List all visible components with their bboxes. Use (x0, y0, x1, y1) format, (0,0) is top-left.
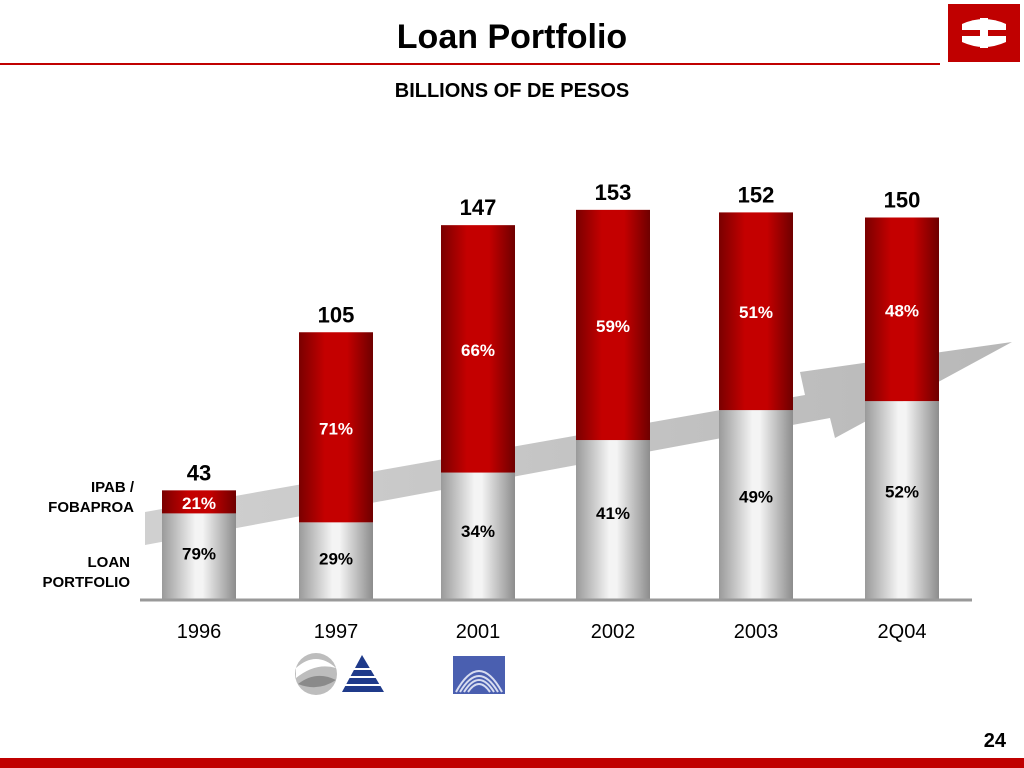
ipab-percent-label-2001: 66% (461, 341, 495, 360)
loan-percent-label-2003: 49% (739, 488, 773, 507)
bar-ipab-fobaproa-2Q04 (865, 217, 939, 402)
x-tick-label-2001: 2001 (456, 621, 501, 643)
title-divider (0, 63, 940, 65)
total-label-2002: 153 (595, 180, 632, 205)
bar-ipab-fobaproa-2002 (576, 209, 650, 441)
bottom-accent-bar (0, 758, 1024, 768)
total-label-2Q04: 150 (884, 188, 921, 213)
legend-loan-label: LOAN PORTFOLIO (6, 553, 131, 593)
slide-title: Loan Portfolio (396, 18, 628, 56)
bank-dome-logo-icon (453, 656, 505, 694)
bar-loan-portfolio-1996 (162, 513, 236, 600)
bar-loan-portfolio-2Q04 (865, 401, 939, 600)
bank-triangle-logo-icon (342, 655, 384, 692)
loan-percent-label-1997: 29% (319, 549, 353, 568)
bar-loan-portfolio-1997 (299, 522, 373, 600)
bar-ipab-fobaproa-1997 (299, 332, 373, 523)
loan-percent-label-1996: 79% (182, 544, 216, 563)
x-tick-label-1997: 1997 (314, 621, 359, 643)
loan-percent-label-2001: 34% (461, 522, 495, 541)
legend-loan-line2: PORTFOLIO (42, 574, 131, 591)
bar-loan-portfolio-2002 (576, 440, 650, 600)
total-label-2003: 152 (738, 182, 775, 207)
total-label-2001: 147 (460, 195, 497, 220)
bar-ipab-fobaproa-2003 (719, 212, 793, 411)
x-tick-label-2003: 2003 (734, 621, 779, 643)
ipab-percent-label-1997: 71% (319, 419, 353, 438)
bank-logo-icon (948, 4, 1020, 62)
page-number: 24 (983, 730, 1006, 752)
x-tick-label-1996: 1996 (177, 621, 222, 643)
loan-percent-label-2Q04: 52% (885, 483, 919, 502)
legend-ipab-line2: FOBAPROA (48, 499, 134, 516)
bar-ipab-fobaproa-1996 (162, 490, 236, 514)
ipab-percent-label-1996: 21% (182, 494, 216, 513)
loan-percent-label-2002: 41% (596, 504, 630, 523)
bar-loan-portfolio-2003 (719, 410, 793, 600)
chart-subtitle: BILLIONS OF DE PESOS (394, 80, 630, 102)
x-tick-label-2Q04: 2Q04 (878, 621, 927, 643)
bar-ipab-fobaproa-2001 (441, 225, 515, 473)
total-label-1997: 105 (318, 302, 355, 327)
bank-sphere-logo-icon (295, 653, 337, 695)
ipab-percent-label-2002: 59% (596, 317, 630, 336)
bar-loan-portfolio-2001 (441, 472, 515, 600)
legend-ipab-label: IPAB / FOBAPROA (10, 478, 134, 518)
x-tick-label-2002: 2002 (591, 621, 636, 643)
legend-ipab-line1: IPAB / (90, 479, 134, 496)
legend-loan-line1: LOAN (87, 554, 131, 571)
ipab-percent-label-2Q04: 48% (885, 301, 919, 320)
total-label-1996: 43 (187, 460, 211, 485)
ipab-percent-label-2003: 51% (739, 303, 773, 322)
